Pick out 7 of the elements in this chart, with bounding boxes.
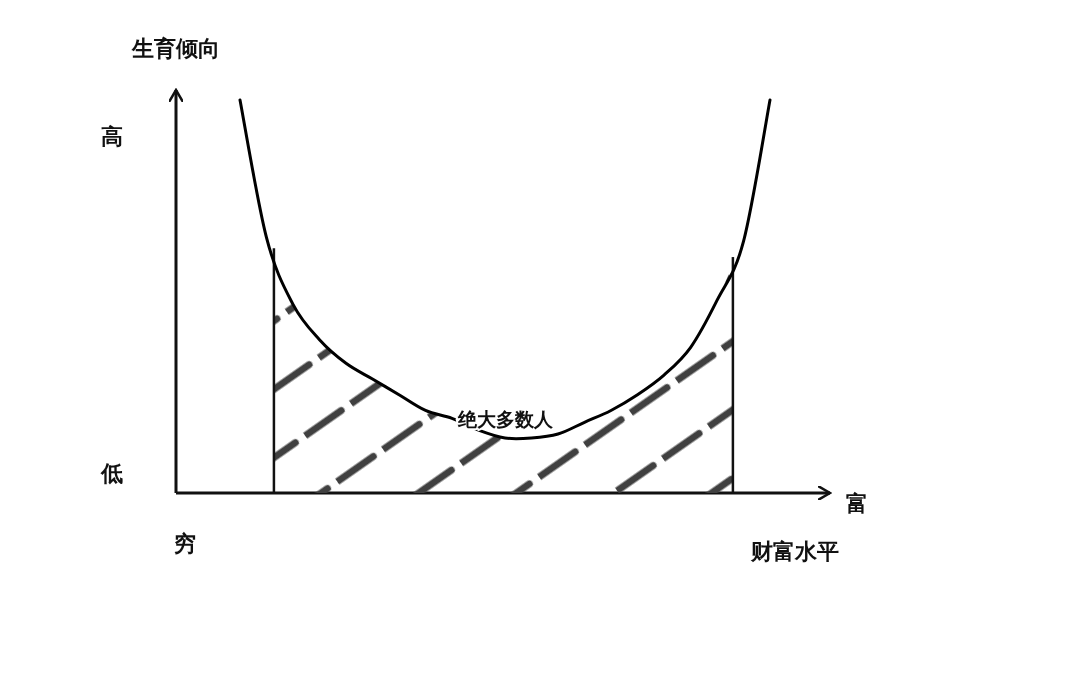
x-label: 财富水平 — [751, 539, 839, 564]
annotation: 低 — [101, 461, 123, 486]
annotation: 绝大多数人 — [457, 407, 553, 430]
annotation: 富 — [846, 491, 868, 516]
annotation: 高 — [101, 124, 123, 149]
annotation: 穷 — [174, 531, 196, 556]
y-label: 生育倾向 — [132, 36, 220, 61]
